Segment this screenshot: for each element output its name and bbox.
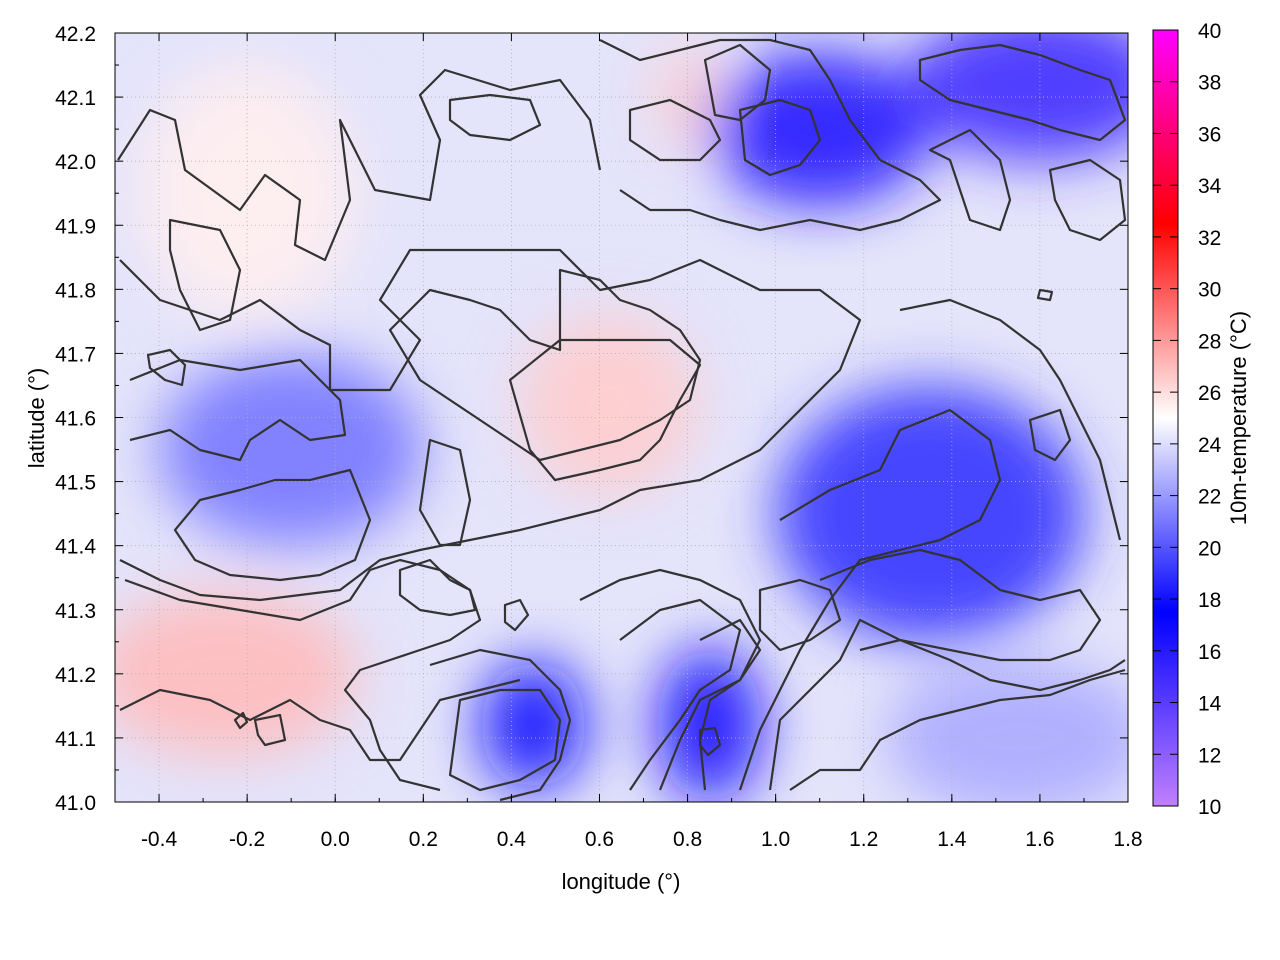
colorbar: 10 12 14 16 18 20 22 24 26 28 30 32 34 36 38 40 10m-tem… — [1152, 20, 1251, 819]
temperature-region — [480, 661, 587, 790]
colorbar-tick-label: 24 — [1198, 434, 1222, 457]
contour-line — [388, 268, 702, 462]
temperature-region — [775, 385, 1084, 642]
y-tick-label: 41.0 — [55, 792, 96, 815]
contour-line — [859, 638, 1126, 692]
contour-line — [789, 668, 1126, 791]
colorbar-gradient — [1152, 29, 1179, 807]
contour-line — [503, 598, 530, 632]
temperature-contours — [117, 38, 1127, 802]
colorbar-tick-label: 38 — [1198, 72, 1221, 95]
y-tick-label: 41.9 — [55, 215, 96, 238]
colorbar-tick-label: 20 — [1198, 537, 1221, 560]
x-axis-ticks: -0.4 -0.2 0.0 0.2 0.4 0.6 0.8 1.0 1.2 1.4 1.6 1.8 — [114, 33, 1143, 851]
colorbar-tick-label: 16 — [1198, 641, 1221, 664]
colorbar-tick-label: 26 — [1198, 382, 1221, 405]
colorbar-tick-label: 36 — [1198, 123, 1221, 146]
y-tick-label: 42.2 — [55, 23, 96, 46]
colorbar-tick-label: 32 — [1198, 227, 1221, 250]
contour-line — [918, 43, 1127, 142]
temperature-region — [115, 590, 358, 758]
contour-line — [146, 348, 187, 387]
x-axis-label: longitude (°) — [562, 869, 681, 894]
y-tick-label: 41.5 — [55, 472, 96, 495]
plot-area: -0.4 -0.2 0.0 0.2 0.4 0.6 0.8 1.0 1.2 1.4 1.6 1.8 4… — [55, 23, 1143, 851]
contour-line — [599, 38, 942, 232]
y-axis-ticks: 41.0 41.1 41.2 41.3 41.4 41.5 41.6 41.7 41.8 41.9… — [55, 23, 1128, 815]
x-tick-label: 0.2 — [409, 828, 438, 851]
contour-line — [429, 648, 572, 802]
x-tick-label: 0.4 — [497, 828, 527, 851]
contour-line — [173, 468, 372, 582]
y-tick-label: 41.1 — [55, 728, 96, 751]
y-tick-label: 41.8 — [55, 279, 96, 302]
colorbar-tick-label: 10 — [1198, 796, 1221, 819]
contour-line — [233, 711, 249, 730]
y-tick-label: 41.3 — [55, 600, 96, 623]
contour-line — [448, 688, 562, 792]
contour-line — [168, 218, 242, 332]
contour-line — [508, 338, 702, 482]
contour-line — [117, 68, 602, 262]
x-tick-label: 0.6 — [585, 828, 614, 851]
contour-line — [619, 598, 742, 791]
contour-line — [119, 678, 521, 762]
temperature-region — [907, 33, 1128, 162]
x-tick-label: -0.2 — [229, 828, 265, 851]
x-tick-label: 0.8 — [673, 828, 702, 851]
x-tick-label: 1.6 — [1025, 828, 1054, 851]
contour-line — [124, 558, 482, 792]
contour-line — [758, 578, 842, 652]
temperature-blobs — [115, 33, 1128, 802]
y-tick-label: 41.2 — [55, 664, 96, 687]
contour-line — [928, 128, 1012, 232]
x-tick-label: 1.8 — [1113, 828, 1142, 851]
contour-line — [628, 98, 722, 162]
colorbar-tick-label: 30 — [1198, 279, 1221, 302]
temperature-region — [709, 52, 930, 207]
contour-line — [738, 408, 1002, 791]
colorbar-tick-label: 18 — [1198, 589, 1221, 612]
contour-line — [119, 248, 862, 602]
colorbar-tick-label: 14 — [1198, 693, 1222, 716]
y-tick-label: 41.7 — [55, 343, 96, 366]
y-tick-label: 41.6 — [55, 408, 96, 431]
x-tick-label: 1.2 — [849, 828, 878, 851]
colorbar-tick-label: 22 — [1198, 486, 1221, 509]
colorbar-label: 10m-temperature (°C) — [1226, 311, 1251, 525]
temperature-region — [159, 353, 424, 546]
y-axis-label: latitude (°) — [24, 368, 49, 469]
y-tick-label: 41.4 — [55, 536, 96, 559]
x-tick-label: 1.0 — [761, 828, 790, 851]
contour-line — [899, 298, 1122, 541]
contour-line — [1036, 288, 1054, 302]
contour-line — [1048, 158, 1127, 242]
contour-line — [579, 568, 762, 791]
x-tick-label: -0.4 — [141, 828, 178, 851]
contour-line — [398, 558, 477, 617]
temperature-region — [656, 648, 763, 802]
x-tick-label: 0.0 — [321, 828, 350, 851]
temperature-region — [885, 661, 1128, 802]
colorbar-tick-label: 12 — [1198, 744, 1221, 767]
colorbar-tick-label: 40 — [1198, 20, 1221, 43]
contour-line — [768, 548, 1102, 791]
colorbar-tick-label: 28 — [1198, 330, 1221, 353]
contour-line — [698, 726, 722, 757]
colorbar-tick-label: 34 — [1198, 175, 1222, 198]
y-tick-label: 42.0 — [55, 151, 96, 174]
temperature-region — [520, 314, 697, 495]
x-tick-label: 1.4 — [937, 828, 967, 851]
contour-line — [1028, 408, 1072, 462]
colorbar-ticks: 10 12 14 16 18 20 22 24 26 28 30 32 34 36 38 40 — [1153, 20, 1222, 819]
y-tick-label: 42.1 — [55, 87, 96, 110]
temperature-field — [115, 33, 1128, 802]
contour-line — [448, 93, 542, 142]
contour-line — [738, 98, 822, 177]
contour-line — [129, 358, 347, 462]
contour-line — [253, 713, 287, 747]
contour-line — [418, 438, 472, 547]
contour-line — [703, 43, 772, 122]
